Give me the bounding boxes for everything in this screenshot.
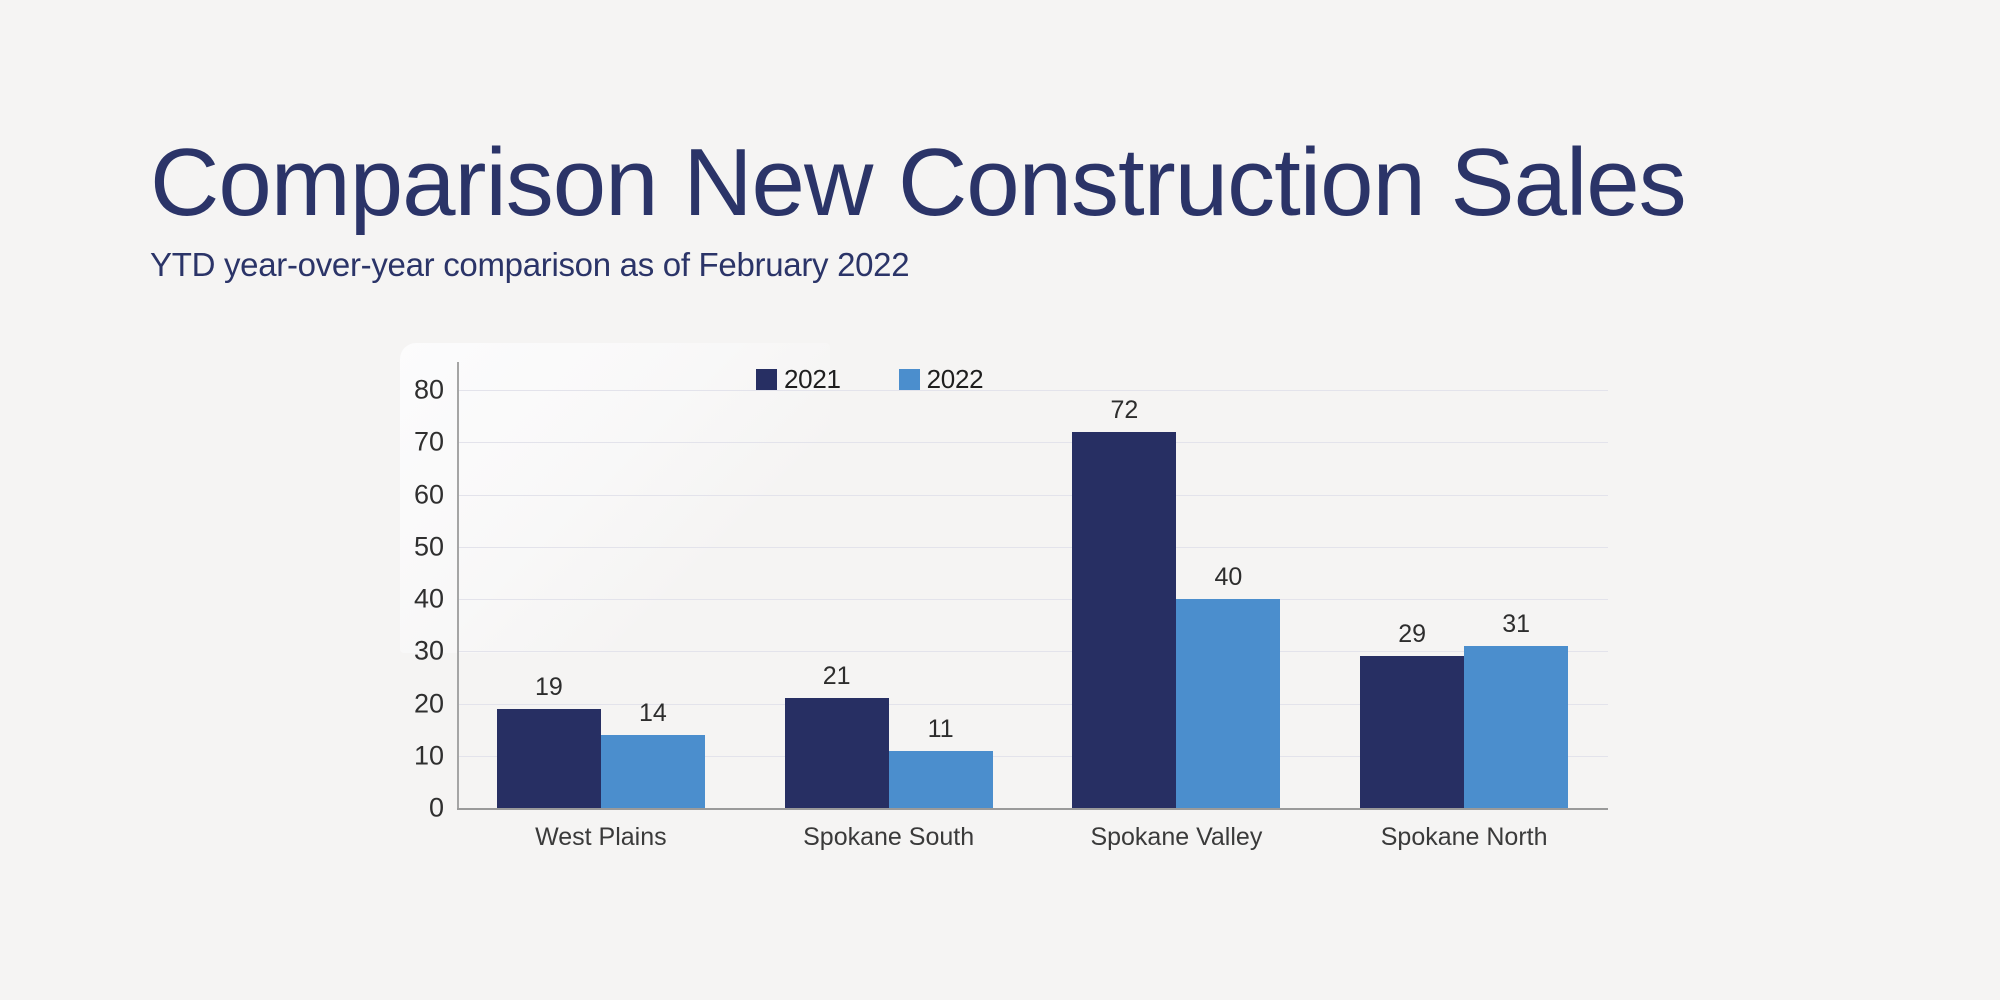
value-label-2021-west-plains: 19 [534,672,563,701]
bar-2021-spokane-south [784,698,889,808]
y-tick-label-50: 50 [413,531,444,562]
gridline-y20 [457,703,1608,705]
chart-legend: 2021 2022 [756,364,984,395]
value-label-2022-spokane-south: 11 [927,714,954,743]
y-tick-label-70: 70 [413,426,444,457]
gridline-y50 [457,546,1608,548]
value-label-2022-spokane-valley: 40 [1214,563,1243,591]
legend-label: 2022 [926,364,984,394]
y-tick-label-40: 40 [413,583,444,614]
y-tick-label-60: 60 [413,479,444,509]
chart-panel-glare [400,343,830,653]
y-tick-label-10: 10 [413,740,444,771]
legend-item-2021: 2021 [756,364,841,395]
category-label-spokane-valley: Spokane Valley [1090,823,1263,851]
value-label-2022-west-plains: 14 [638,698,667,727]
legend-item-2022: 2022 [898,364,984,395]
y-tick-label-30: 30 [413,635,444,666]
bar-2022-west-plains [600,734,705,808]
page-subtitle: YTD year-over-year comparison as of Febr… [150,246,910,283]
bar-2021-spokane-valley [1072,431,1177,808]
value-label-2022-spokane-north: 31 [1502,610,1531,639]
y-axis-line [457,362,459,808]
gridline-y30 [457,651,1608,653]
bar-2022-spokane-valley [1176,599,1281,808]
x-axis-line [457,808,1608,810]
y-tick-label-0: 0 [428,792,444,823]
gridline-y80 [457,390,1608,391]
category-label-spokane-south: Spokane South [803,823,975,851]
y-tick-label-80: 80 [413,374,444,405]
value-label-2021-spokane-valley: 72 [1110,395,1139,424]
category-label-spokane-north: Spokane North [1380,823,1548,851]
bar-2022-spokane-south [888,750,993,808]
gridline-y40 [457,599,1608,600]
bar-2021-spokane-north [1360,656,1465,808]
value-label-2021-spokane-north: 29 [1398,620,1427,649]
bar-2021-west-plains [496,708,601,808]
legend-swatch-icon [756,369,777,390]
gridline-y70 [457,442,1608,444]
value-label-2021-spokane-south: 21 [822,662,851,691]
bar-2022-spokane-north [1464,646,1569,808]
page-title: Comparison New Construction Sales [150,129,1687,236]
category-label-west-plains: West Plains [535,823,667,851]
gridline-y60 [457,494,1608,496]
legend-label: 2021 [784,364,841,394]
legend-swatch-icon [898,369,920,390]
y-tick-label-20: 20 [413,688,444,718]
gridline-y10 [457,755,1608,757]
